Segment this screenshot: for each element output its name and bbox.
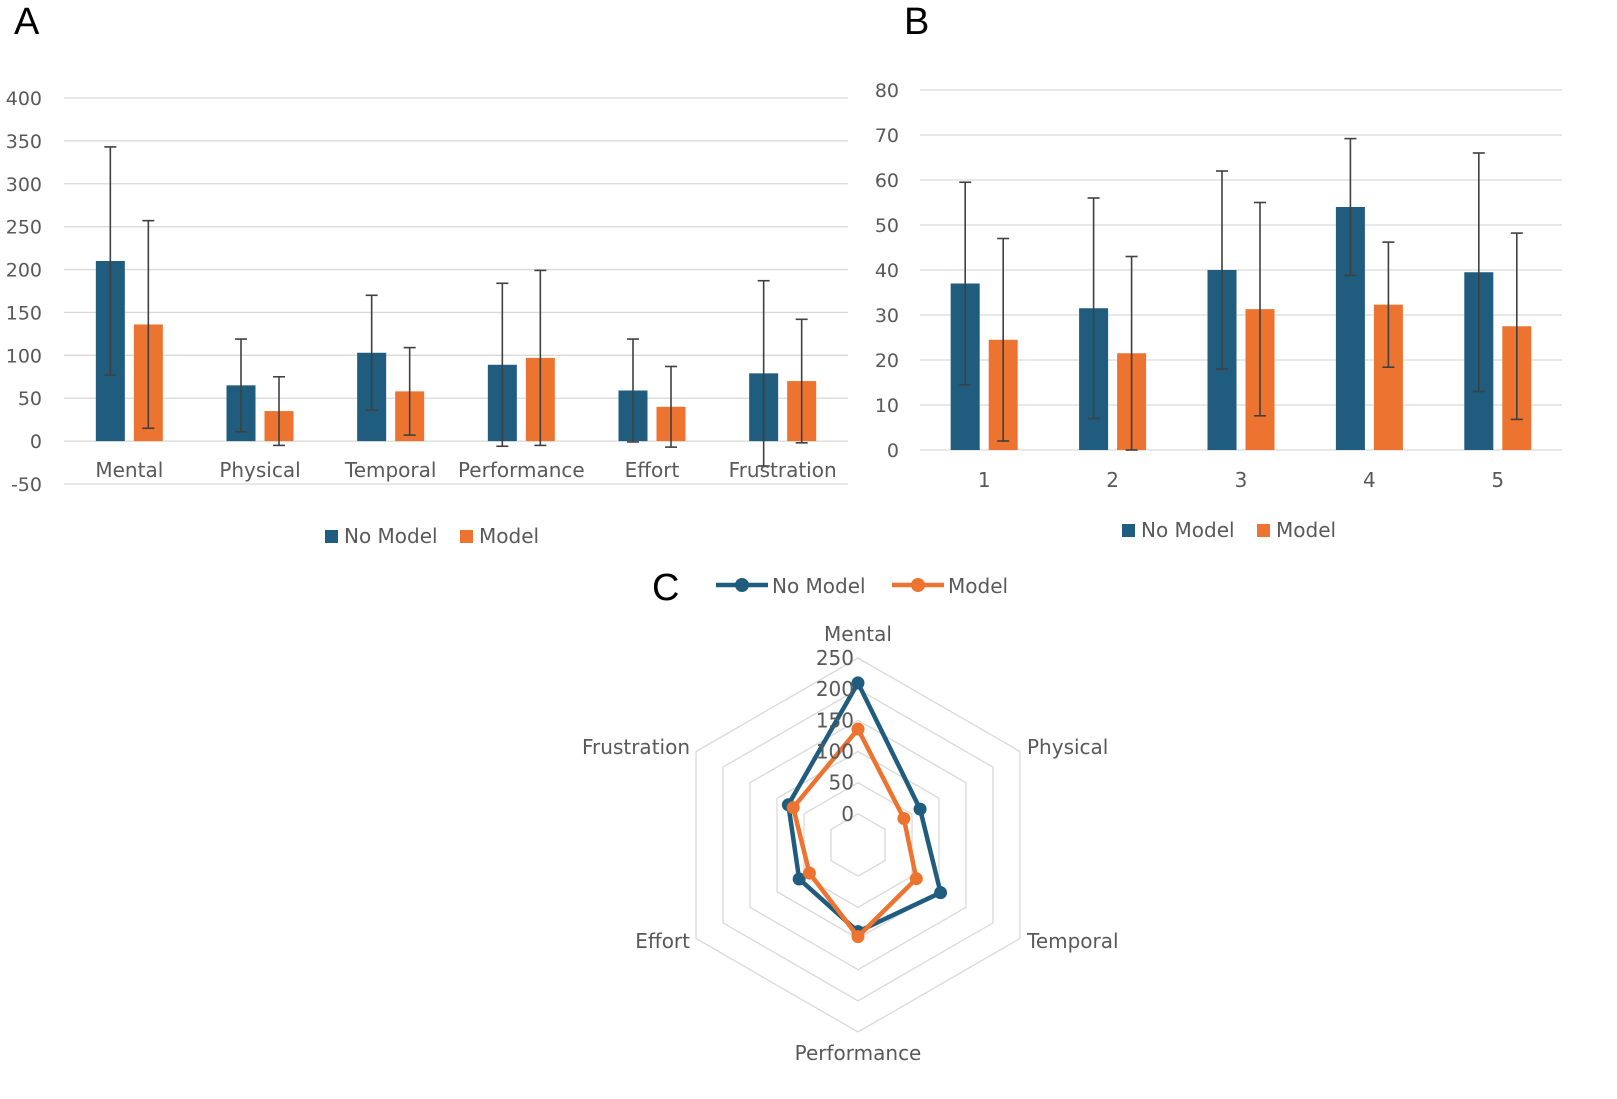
- x-category-label: Mental: [95, 458, 163, 482]
- x-category-label: Frustration: [729, 458, 837, 482]
- legend-marker-no-model: [735, 578, 749, 592]
- legend-swatch-no-model: [325, 530, 338, 543]
- radar-point-model: [786, 801, 800, 815]
- legend-swatch-model: [1257, 524, 1270, 537]
- x-category-label: Performance: [458, 458, 585, 482]
- radar-tick-label: 100: [816, 740, 854, 764]
- radar-point-no-model: [934, 886, 948, 900]
- radar-point-model: [851, 930, 865, 944]
- x-category-label: Effort: [625, 458, 680, 482]
- y-tick-label: 250: [6, 217, 42, 239]
- y-tick-label: 350: [6, 131, 42, 153]
- legend-label: Model: [479, 524, 539, 548]
- radar-tick-label: 0: [841, 802, 854, 826]
- y-tick-label: 0: [30, 431, 42, 453]
- legend-label: No Model: [344, 524, 438, 548]
- y-tick-label: 50: [875, 215, 899, 237]
- radar-ring: [803, 781, 913, 909]
- radar-point-model: [909, 872, 923, 886]
- chart-a: 400 350 300 250 200 150 100 50 0 -50 Mental Physica…: [6, 88, 848, 548]
- radar-axis-label: Mental: [824, 622, 892, 646]
- y-tick-label: 0: [887, 440, 899, 462]
- radar-point-no-model: [792, 872, 806, 886]
- y-tick-label: 30: [875, 305, 899, 327]
- legend-label: No Model: [772, 574, 866, 598]
- radar-point-no-model: [851, 676, 865, 690]
- legend-label: No Model: [1141, 518, 1235, 542]
- x-category-label: 2: [1106, 468, 1119, 492]
- y-tick-label: 100: [6, 345, 42, 367]
- radar-ring: [695, 657, 1021, 1033]
- radar-tick-label: 200: [816, 677, 854, 701]
- x-category-label: Physical: [219, 458, 300, 482]
- radar-axis-label: Performance: [795, 1041, 922, 1065]
- chart-c: 250 200 150 100 50 0 Mental Physical Temporal Per…: [582, 574, 1119, 1065]
- panel-a-letter: A: [14, 1, 40, 43]
- y-tick-label: 70: [875, 125, 899, 147]
- radar-axis-label: Effort: [635, 929, 690, 953]
- y-tick-label: -50: [11, 474, 42, 496]
- x-category-label: 4: [1363, 468, 1376, 492]
- y-tick-label: 20: [875, 350, 899, 372]
- legend-swatch-model: [460, 530, 473, 543]
- y-tick-label: 60: [875, 170, 899, 192]
- y-tick-label: 200: [6, 260, 42, 282]
- radar-point-model: [851, 722, 865, 736]
- radar-tick-label: 250: [816, 646, 854, 670]
- radar-tick-label: 150: [816, 708, 854, 732]
- legend-marker-model: [911, 578, 925, 592]
- y-tick-label: 300: [6, 174, 42, 196]
- y-tick-label: 150: [6, 302, 42, 324]
- radar-axis-label: Frustration: [582, 735, 690, 759]
- chart-b: 80 70 60 50 40 30 20 10 0 1 2 3 4 5 No Model Model: [875, 80, 1562, 542]
- x-category-label: 3: [1235, 468, 1248, 492]
- radar-ring: [830, 813, 886, 877]
- radar-ring: [749, 719, 967, 971]
- y-tick-label: 80: [875, 80, 899, 102]
- x-category-label: 5: [1491, 468, 1504, 492]
- x-category-label: Temporal: [344, 458, 437, 482]
- radar-tick-label: 50: [829, 771, 854, 795]
- radar-axis-label: Temporal: [1026, 929, 1119, 953]
- radar-ring: [722, 688, 994, 1002]
- y-tick-label: 400: [6, 88, 42, 110]
- legend-swatch-no-model: [1122, 524, 1135, 537]
- y-tick-label: 10: [875, 395, 899, 417]
- radar-point-model: [802, 866, 816, 880]
- y-tick-label: 50: [18, 388, 42, 410]
- y-tick-label: 40: [875, 260, 899, 282]
- radar-point-model: [897, 812, 911, 826]
- legend-label: Model: [948, 574, 1008, 598]
- panel-c-letter: C: [652, 567, 679, 609]
- legend-label: Model: [1276, 518, 1336, 542]
- panel-b-letter: B: [904, 1, 929, 43]
- x-category-label: 1: [978, 468, 991, 492]
- radar-point-no-model: [913, 802, 927, 816]
- radar-axis-label: Physical: [1027, 735, 1108, 759]
